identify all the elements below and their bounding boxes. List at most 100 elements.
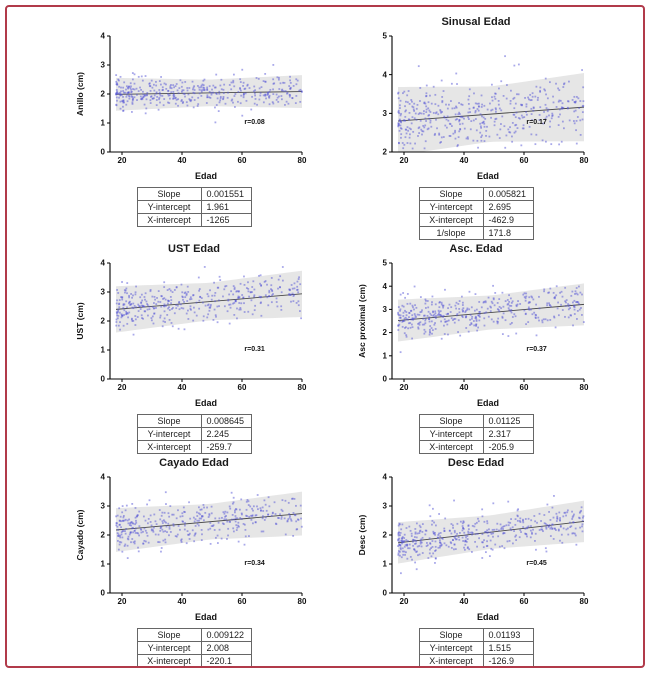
svg-text:2: 2: [101, 90, 106, 99]
svg-text:60: 60: [520, 597, 529, 606]
svg-text:2: 2: [101, 317, 106, 326]
svg-text:r=0.34: r=0.34: [244, 560, 265, 567]
stat-label: Y-intercept: [418, 200, 484, 214]
stat-value: 0.01125: [482, 414, 534, 428]
chart-block-ust: UST Edad 0 1 2 3 4 20 40 60 80 r=0.31 UST (cm) Edad…: [53, 240, 335, 454]
cayado-stats-table: Slope 0.009122 Y-intercept 2.008 X-intercept…: [136, 628, 252, 666]
svg-text:r=0.08: r=0.08: [244, 119, 265, 126]
svg-text:2: 2: [101, 531, 106, 540]
svg-text:0: 0: [383, 589, 388, 598]
stats-row: Slope 0.009122: [136, 628, 252, 642]
stats-row: Slope 0.008645: [136, 414, 252, 428]
svg-text:4: 4: [383, 473, 388, 482]
svg-text:Edad: Edad: [195, 398, 217, 408]
svg-text:1: 1: [101, 119, 106, 128]
stats-row: Y-intercept 2.008: [136, 641, 252, 655]
svg-text:80: 80: [298, 597, 307, 606]
stat-label: Slope: [136, 187, 202, 201]
stat-value: 171.8: [482, 226, 534, 240]
figure-frame: 0 1 2 3 4 20 40 60 80 r=0.08 Anillo (cm) Edad Slope…: [5, 5, 645, 668]
stats-row: X-intercept -205.9: [418, 440, 534, 454]
svg-text:1: 1: [101, 346, 106, 355]
anillo-scatter-plot: 0 1 2 3 4 20 40 60 80 r=0.08 Anillo (cm) Edad: [75, 32, 307, 181]
stat-value: 0.008645: [200, 414, 252, 428]
svg-text:0: 0: [101, 375, 106, 384]
stats-row: Y-intercept 1.961: [136, 200, 252, 214]
svg-text:2: 2: [383, 148, 388, 157]
svg-text:1: 1: [101, 560, 106, 569]
svg-text:20: 20: [400, 156, 409, 165]
svg-text:60: 60: [238, 156, 247, 165]
svg-text:80: 80: [298, 156, 307, 165]
stat-label: X-intercept: [136, 440, 202, 454]
svg-text:Edad: Edad: [477, 612, 499, 622]
chart-block-cayado: Cayado Edad 0 1 2 3 4 20 40 60 80 r=0.34 Cayado (c…: [53, 454, 335, 666]
svg-text:20: 20: [118, 156, 127, 165]
anillo-stats-table: Slope 0.001551 Y-intercept 1.961 X-intercept…: [136, 187, 252, 227]
stat-value: 0.005821: [482, 187, 534, 201]
stat-label: X-intercept: [418, 213, 484, 227]
stats-row: Slope 0.01125: [418, 414, 534, 428]
stat-value: -126.9: [482, 654, 534, 666]
asc-scatter-plot: 0 1 2 3 4 5 20 40 60 80 r=0.37 Asc proximal (cm) Eda…: [357, 259, 589, 408]
svg-text:r=0.17: r=0.17: [526, 119, 547, 126]
desc-scatter-plot: 0 1 2 3 4 20 40 60 80 r=0.45 Desc (cm) Edad: [357, 473, 589, 622]
svg-text:4: 4: [383, 282, 388, 291]
stat-label: Y-intercept: [136, 641, 202, 655]
stats-row: Y-intercept 2.245: [136, 427, 252, 441]
chart-title-asc: Asc. Edad: [449, 243, 503, 255]
svg-text:20: 20: [400, 383, 409, 392]
chart-block-anillo: 0 1 2 3 4 20 40 60 80 r=0.08 Anillo (cm) Edad Slope…: [53, 13, 335, 240]
stats-row: Slope 0.01193: [418, 628, 534, 642]
stat-label: X-intercept: [136, 654, 202, 666]
svg-text:20: 20: [400, 597, 409, 606]
stat-value: 1.961: [200, 200, 252, 214]
svg-text:Cayado (cm): Cayado (cm): [75, 509, 85, 560]
stats-row: X-intercept -259.7: [136, 440, 252, 454]
cayado-scatter-plot: 0 1 2 3 4 20 40 60 80 r=0.34 Cayado (cm) Edad: [75, 473, 307, 622]
sinusal-scatter-plot: 2 3 4 5 20 40 60 80 r=0.17 Edad: [383, 32, 589, 181]
svg-text:40: 40: [178, 597, 187, 606]
svg-text:3: 3: [101, 502, 106, 511]
svg-text:4: 4: [101, 259, 106, 268]
svg-text:80: 80: [298, 383, 307, 392]
chart-title-sinusal: Sinusal Edad: [441, 16, 511, 28]
stat-value: 0.009122: [200, 628, 252, 642]
svg-text:60: 60: [520, 156, 529, 165]
stats-row: Y-intercept 1.515: [418, 641, 534, 655]
stat-label: Slope: [136, 414, 202, 428]
stat-label: Y-intercept: [418, 427, 484, 441]
svg-text:4: 4: [383, 70, 388, 79]
stat-value: -220.1: [200, 654, 252, 666]
svg-text:3: 3: [101, 61, 106, 70]
svg-text:3: 3: [383, 502, 388, 511]
svg-text:60: 60: [238, 597, 247, 606]
stat-value: 2.317: [482, 427, 534, 441]
stat-label: X-intercept: [418, 440, 484, 454]
svg-text:Asc proximal (cm): Asc proximal (cm): [357, 284, 367, 358]
svg-text:80: 80: [580, 597, 589, 606]
svg-text:5: 5: [383, 32, 388, 41]
svg-text:20: 20: [118, 383, 127, 392]
stat-label: Y-intercept: [136, 427, 202, 441]
svg-text:1: 1: [383, 560, 388, 569]
stat-value: 2.008: [200, 641, 252, 655]
stat-value: -205.9: [482, 440, 534, 454]
stat-label: Slope: [418, 187, 484, 201]
svg-text:40: 40: [178, 383, 187, 392]
svg-text:Anillo (cm): Anillo (cm): [75, 72, 85, 116]
stats-row: Y-intercept 2.695: [418, 200, 534, 214]
sinusal-stats-table: Slope 0.005821 Y-intercept 2.695 X-intercept…: [418, 187, 534, 240]
stat-value: 0.001551: [200, 187, 252, 201]
stat-label: 1/slope: [418, 226, 484, 240]
svg-text:40: 40: [178, 156, 187, 165]
svg-text:5: 5: [383, 259, 388, 268]
stat-value: 1.515: [482, 641, 534, 655]
svg-text:r=0.37: r=0.37: [526, 346, 547, 353]
svg-text:3: 3: [383, 109, 388, 118]
svg-text:40: 40: [460, 597, 469, 606]
svg-text:4: 4: [101, 32, 106, 41]
stats-row: X-intercept -462.9: [418, 213, 534, 227]
svg-text:3: 3: [101, 288, 106, 297]
stats-row: X-intercept -126.9: [418, 654, 534, 666]
